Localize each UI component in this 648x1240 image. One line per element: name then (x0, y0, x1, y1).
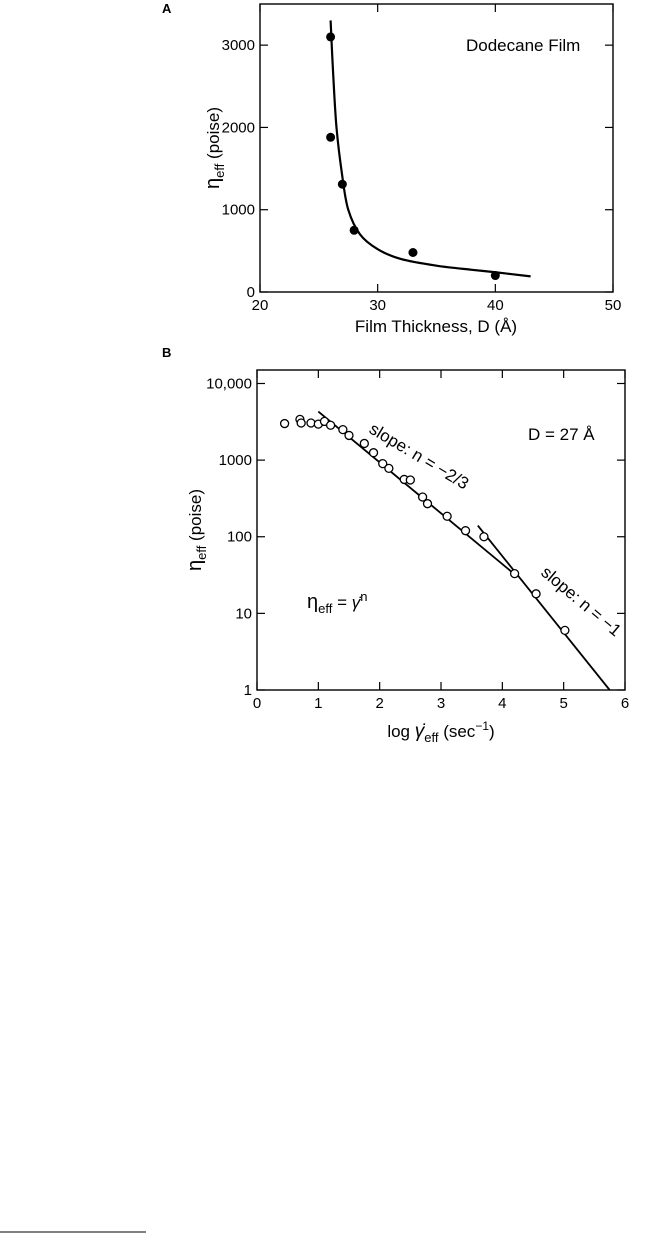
panel-a-plot-frame (259, 3, 614, 293)
panel-b-y-tick-label: 10 (235, 605, 252, 622)
panel-a-chart: A 20 30 40 50 0 1000 2000 3000 Dodecane Film F… (162, 1, 621, 336)
panel-b-data-point (279, 418, 290, 429)
panel-b-formula-gamma: γ̇ (352, 593, 362, 612)
panel-b-formula-eta: η (307, 591, 318, 613)
panel-a-data-points (326, 32, 500, 281)
panel-b-data-point (344, 430, 354, 441)
panel-b-x-axis-unit: (sec (438, 722, 475, 741)
panel-a-x-axis-label: Film Thickness, D (Å) (355, 317, 517, 336)
panel-b-fit-line-slope-1 (477, 524, 611, 691)
panel-a-data-point (326, 132, 336, 142)
panel-b-data-point (325, 420, 336, 430)
panel-b-slope2-label: slope: n = −1 (537, 563, 625, 641)
panel-b-data-point (460, 526, 471, 536)
panel-b-plot-frame (256, 369, 626, 691)
panel-a-x-tick-label: 40 (487, 297, 504, 314)
panel-b-data-point (560, 625, 570, 636)
panel-a-y-axis-sub: eff (212, 163, 227, 178)
panel-b-x-tick-label: 4 (498, 695, 506, 712)
panel-a-fit-curve (329, 20, 531, 278)
panel-b-data-point (442, 511, 452, 521)
panel-a-y-tick-label: 1000 (222, 202, 255, 219)
panel-b-letter: B (162, 345, 171, 360)
panel-b-x-axis-label: log γ̇eff (sec−1) (387, 719, 494, 745)
panel-b-y-tick-label: 1000 (219, 452, 252, 469)
panel-b-data-point (417, 492, 428, 502)
panel-b-x-tick-label: 5 (559, 695, 567, 712)
panel-a-x-tick-label: 30 (369, 297, 386, 314)
panel-b-x-axis-gamma: γ̇ (415, 721, 426, 742)
panel-b-data-point (531, 589, 541, 599)
panel-b-x-tick-label: 0 (253, 695, 261, 712)
panel-a-y-axis-eta: η (202, 178, 224, 189)
panel-a-x-tick-label: 20 (252, 297, 269, 314)
panel-a-y-tick-label: 3000 (222, 37, 255, 54)
panel-b-data-point (306, 418, 316, 428)
panel-b-y-axis-label: ηeff (poise) (184, 489, 209, 571)
panel-a-y-tick-label: 0 (247, 284, 255, 301)
panel-b-x-tick-label: 1 (314, 695, 322, 712)
panel-a-data-point (349, 225, 359, 235)
panel-a-data-point (490, 271, 500, 281)
panel-a-x-tick-labels: 20 30 40 50 (252, 297, 622, 314)
panel-b-y-tick-label: 10,000 (206, 375, 252, 392)
panel-a-ticks (259, 4, 614, 293)
panel-b-thickness-annotation: D = 27 Å (528, 425, 595, 444)
panel-b-x-axis-exp: −1 (475, 719, 489, 733)
panel-b-y-axis-eta: η (184, 560, 206, 571)
panel-b-x-tick-label: 6 (621, 695, 629, 712)
panel-a-y-axis-label: ηeff (poise) (202, 107, 227, 189)
panel-a-annotation: Dodecane Film (466, 36, 580, 55)
panel-b-y-axis-unit: (poise) (186, 489, 205, 546)
panel-b-data-point (296, 418, 306, 428)
panel-b-data-point (368, 448, 379, 458)
panel-b-x-axis-sub: eff (424, 730, 439, 745)
panel-b-data-points (279, 414, 570, 636)
panel-b-x-tick-label: 3 (437, 695, 445, 712)
panel-b-formula: ηeff = γ̇n (307, 589, 367, 616)
panel-a-data-point (337, 179, 347, 189)
panel-b-data-point (479, 532, 489, 542)
panel-b-x-axis-log: log (387, 722, 414, 741)
panel-a-data-point (326, 32, 336, 42)
panel-b-formula-sub: eff (318, 601, 333, 616)
panel-b-data-point (509, 568, 520, 579)
panel-b-data-point (384, 463, 394, 474)
panel-b-data-point (405, 475, 415, 485)
panel-b-data-point (378, 458, 388, 469)
panel-a-y-axis-unit: (poise) (204, 107, 223, 164)
panel-a-y-tick-label: 2000 (222, 119, 255, 136)
panel-b-y-tick-label: 1 (244, 682, 252, 699)
panel-b-y-tick-labels: 1 10 100 1000 10,000 (206, 375, 252, 699)
panel-b-x-axis-close: ) (489, 722, 495, 741)
panel-b-x-tick-label: 2 (375, 695, 383, 712)
panel-b-ticks (256, 370, 626, 691)
panel-b-x-tick-labels: 0 1 2 3 4 5 6 (253, 695, 629, 712)
panel-b-formula-exponent: n (360, 589, 367, 604)
panel-b-y-axis-sub: eff (194, 545, 209, 560)
panel-b-data-point (359, 438, 369, 449)
panel-b-y-tick-label: 100 (227, 529, 252, 546)
panel-b-formula-eq: = (332, 593, 351, 612)
panel-a-x-tick-label: 50 (605, 297, 622, 314)
panel-a-letter: A (162, 1, 172, 16)
panel-b-slope1-label: slope: n = −2/3 (366, 419, 472, 493)
panel-b-data-point (338, 424, 348, 435)
panel-b-data-point (422, 499, 433, 509)
panel-a-y-tick-labels: 0 1000 2000 3000 (222, 37, 255, 301)
panel-a-data-point (408, 248, 418, 258)
